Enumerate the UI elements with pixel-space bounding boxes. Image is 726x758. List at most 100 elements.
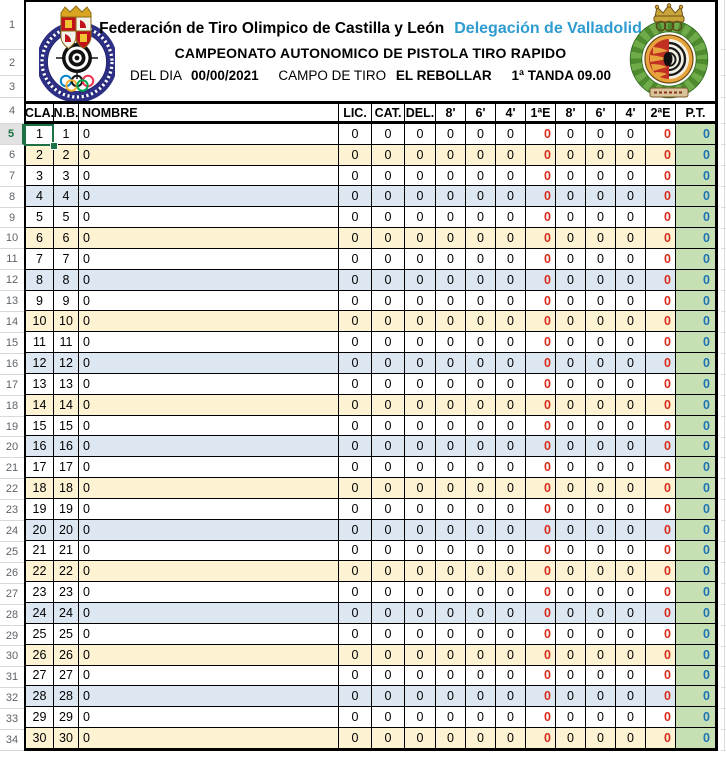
cell-t2-8[interactable]: 0 — [556, 436, 586, 457]
cell-e1[interactable]: 0 — [526, 228, 556, 248]
cell-t1-4[interactable]: 0 — [496, 248, 526, 269]
cell-t2-6[interactable]: 0 — [586, 415, 616, 436]
cell-pt[interactable]: 0 — [676, 415, 715, 436]
cell-nombre[interactable]: 0 — [79, 144, 339, 165]
cell-cla[interactable]: 15 — [26, 415, 54, 436]
row-header-26[interactable]: 26 — [0, 563, 24, 584]
cell-t1-8[interactable]: 0 — [436, 248, 466, 269]
cell-e1[interactable]: 0 — [526, 603, 556, 623]
fill-handle[interactable] — [50, 142, 58, 150]
cell-e1[interactable]: 0 — [526, 644, 556, 665]
cell-pt[interactable]: 0 — [676, 248, 715, 269]
cell-cla[interactable]: 16 — [26, 436, 54, 457]
cell-e1[interactable]: 0 — [526, 457, 556, 478]
cell-t1-6[interactable]: 0 — [466, 603, 496, 623]
cell-nb[interactable]: 9 — [54, 290, 79, 311]
cell-t1-8[interactable]: 0 — [436, 373, 466, 394]
cell-cla[interactable]: 19 — [26, 498, 54, 519]
cell-cla[interactable]: 6 — [26, 228, 54, 248]
cell-t2-8[interactable]: 0 — [556, 478, 586, 498]
cell-nb[interactable]: 10 — [54, 311, 79, 332]
cell-t1-4[interactable]: 0 — [496, 498, 526, 519]
cell-t2-4[interactable]: 0 — [616, 186, 646, 207]
cell-cat[interactable]: 0 — [372, 707, 405, 728]
cell-nb[interactable]: 4 — [54, 186, 79, 207]
row-header-8[interactable]: 8 — [0, 187, 24, 208]
column-header-t1-4[interactable]: 4' — [496, 104, 526, 121]
cell-nombre[interactable]: 0 — [79, 498, 339, 519]
cell-pt[interactable]: 0 — [676, 165, 715, 186]
cell-pt[interactable]: 0 — [676, 644, 715, 665]
cell-t1-6[interactable]: 0 — [466, 144, 496, 165]
cell-del[interactable]: 0 — [405, 207, 436, 228]
cell-pt[interactable]: 0 — [676, 728, 715, 748]
cell-nombre[interactable]: 0 — [79, 353, 339, 373]
cell-pt[interactable]: 0 — [676, 124, 715, 144]
cell-t1-6[interactable]: 0 — [466, 311, 496, 332]
cell-lic[interactable]: 0 — [339, 561, 372, 582]
cell-del[interactable]: 0 — [405, 540, 436, 561]
cell-e1[interactable]: 0 — [526, 124, 556, 144]
row-header-34[interactable]: 34 — [0, 730, 24, 751]
cell-t2-6[interactable]: 0 — [586, 436, 616, 457]
cell-t1-6[interactable]: 0 — [466, 353, 496, 373]
cell-t2-6[interactable]: 0 — [586, 248, 616, 269]
cell-t2-6[interactable]: 0 — [586, 665, 616, 686]
cell-cat[interactable]: 0 — [372, 248, 405, 269]
cell-cat[interactable]: 0 — [372, 519, 405, 540]
row-header-3[interactable]: 3 — [0, 76, 24, 98]
cell-pt[interactable]: 0 — [676, 373, 715, 394]
cell-e1[interactable]: 0 — [526, 269, 556, 290]
cell-t1-8[interactable]: 0 — [436, 603, 466, 623]
cell-cat[interactable]: 0 — [372, 728, 405, 748]
cell-t2-6[interactable]: 0 — [586, 207, 616, 228]
cell-t2-6[interactable]: 0 — [586, 124, 616, 144]
row-header-2[interactable]: 2 — [0, 50, 24, 76]
cell-del[interactable]: 0 — [405, 603, 436, 623]
cell-t2-4[interactable]: 0 — [616, 728, 646, 748]
cell-e2[interactable]: 0 — [646, 124, 676, 144]
cell-t2-6[interactable]: 0 — [586, 394, 616, 415]
cell-t2-6[interactable]: 0 — [586, 686, 616, 707]
cell-del[interactable]: 0 — [405, 186, 436, 207]
cell-cat[interactable]: 0 — [372, 124, 405, 144]
cell-t2-4[interactable]: 0 — [616, 373, 646, 394]
cell-t1-8[interactable]: 0 — [436, 353, 466, 373]
cell-t1-4[interactable]: 0 — [496, 290, 526, 311]
cell-e2[interactable]: 0 — [646, 498, 676, 519]
column-header-t1-6[interactable]: 6' — [466, 104, 496, 121]
row-header-31[interactable]: 31 — [0, 667, 24, 689]
cell-t2-4[interactable]: 0 — [616, 207, 646, 228]
cell-t1-8[interactable]: 0 — [436, 540, 466, 561]
cell-t2-8[interactable]: 0 — [556, 623, 586, 644]
cell-cat[interactable]: 0 — [372, 603, 405, 623]
cell-pt[interactable]: 0 — [676, 186, 715, 207]
cell-t1-4[interactable]: 0 — [496, 665, 526, 686]
cell-lic[interactable]: 0 — [339, 269, 372, 290]
cell-nombre[interactable]: 0 — [79, 457, 339, 478]
cell-t2-6[interactable]: 0 — [586, 269, 616, 290]
cell-t2-6[interactable]: 0 — [586, 353, 616, 373]
cell-del[interactable]: 0 — [405, 144, 436, 165]
cell-t2-6[interactable]: 0 — [586, 311, 616, 332]
cell-del[interactable]: 0 — [405, 290, 436, 311]
cell-lic[interactable]: 0 — [339, 623, 372, 644]
cell-t2-6[interactable]: 0 — [586, 623, 616, 644]
cell-e2[interactable]: 0 — [646, 207, 676, 228]
cell-del[interactable]: 0 — [405, 728, 436, 748]
cell-cat[interactable]: 0 — [372, 290, 405, 311]
cell-t1-8[interactable]: 0 — [436, 332, 466, 353]
cell-t2-8[interactable]: 0 — [556, 498, 586, 519]
cell-e1[interactable]: 0 — [526, 623, 556, 644]
cell-t1-8[interactable]: 0 — [436, 728, 466, 748]
cell-nombre[interactable]: 0 — [79, 728, 339, 748]
cell-pt[interactable]: 0 — [676, 332, 715, 353]
cell-nombre[interactable]: 0 — [79, 290, 339, 311]
cell-lic[interactable]: 0 — [339, 144, 372, 165]
row-header-29[interactable]: 29 — [0, 626, 24, 647]
cell-t1-8[interactable]: 0 — [436, 144, 466, 165]
cell-t2-4[interactable]: 0 — [616, 332, 646, 353]
cell-cla[interactable]: 8 — [26, 269, 54, 290]
cell-pt[interactable]: 0 — [676, 478, 715, 498]
cell-del[interactable]: 0 — [405, 165, 436, 186]
